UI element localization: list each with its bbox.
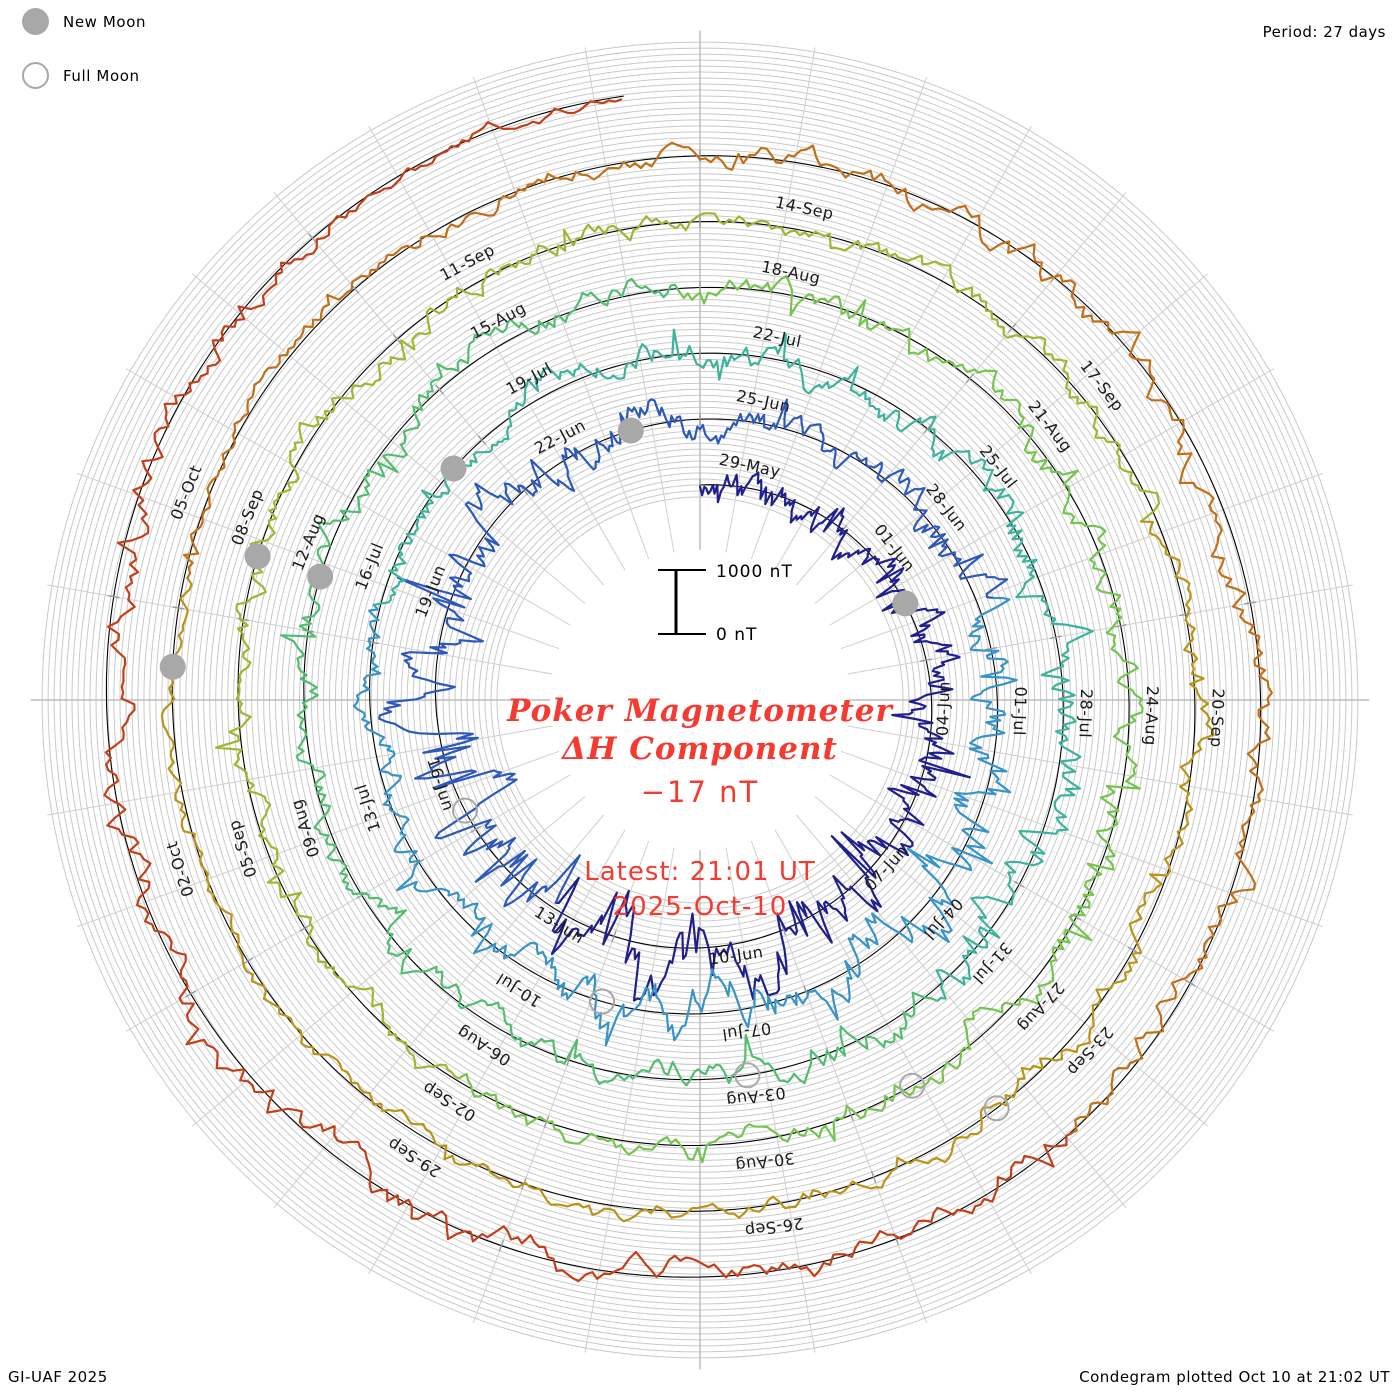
date-label: 20-Sep [1207,688,1228,748]
svg-text:24-Aug: 24-Aug [1141,685,1162,746]
svg-text:08-Sep: 08-Sep [227,486,267,548]
date-label: 01-Jul [1010,686,1031,736]
plotted-label: Condegram plotted Oct 10 at 21:02 UT [1079,1368,1390,1386]
date-label: 08-Sep [227,486,267,548]
date-label: 25-Jun [735,386,793,416]
scale-bar-top-label: 1000 nT [716,562,793,582]
latest-date: 2025-Oct-10 [612,892,788,922]
period-label: Period: 27 days [1262,23,1386,41]
svg-text:01-Jul: 01-Jul [1010,686,1031,736]
svg-text:14-Sep: 14-Sep [774,192,836,223]
scale-bar [658,569,706,635]
full-moon-icon [22,62,49,89]
credit-label: GI-UAF 2025 [8,1368,108,1386]
chart-title-line2: ΔH Component [562,731,838,767]
legend-full-moon: Full Moon [22,62,140,89]
tick-marks-layer [107,149,1257,1252]
date-label: 16-Jul [351,540,387,593]
chart-title-line1: Poker Magnetometer [507,693,893,729]
svg-text:25-Jun: 25-Jun [735,386,793,416]
data-traces-layer [103,98,1273,1283]
date-label: 18-Aug [760,257,823,288]
moon-markers-layer [159,417,1010,1122]
chart-title: Poker Magnetometer ΔH Component [0,692,1400,768]
latest-time: Latest: 21:01 UT [584,857,816,887]
svg-text:20-Sep: 20-Sep [1207,688,1228,748]
svg-text:22-Jul: 22-Jul [751,322,803,351]
svg-text:18-Aug: 18-Aug [760,257,823,288]
svg-text:04-Jun: 04-Jun [933,681,954,737]
baseline-arcs-layer [105,95,1262,1278]
new-moon-icon [22,8,49,35]
svg-text:28-Jul: 28-Jul [1075,689,1096,739]
svg-text:05-Oct: 05-Oct [167,462,206,522]
legend-new-moon-label: New Moon [63,12,147,31]
legend-new-moon: New Moon [22,8,146,35]
date-label: 05-Oct [167,462,206,522]
date-label: 04-Jun [933,681,954,737]
latest-timestamp: Latest: 21:01 UT 2025-Oct-10 [0,855,1400,925]
legend-full-moon-label: Full Moon [63,66,140,85]
date-label: 24-Aug [1141,685,1162,746]
current-value: −17 nT [640,775,760,809]
svg-text:16-Jul: 16-Jul [351,540,387,593]
date-label: 14-Sep [774,192,836,223]
date-label: 28-Jul [1075,689,1096,739]
scale-bar-bottom-label: 0 nT [716,625,758,645]
date-label: 22-Jul [751,322,803,351]
